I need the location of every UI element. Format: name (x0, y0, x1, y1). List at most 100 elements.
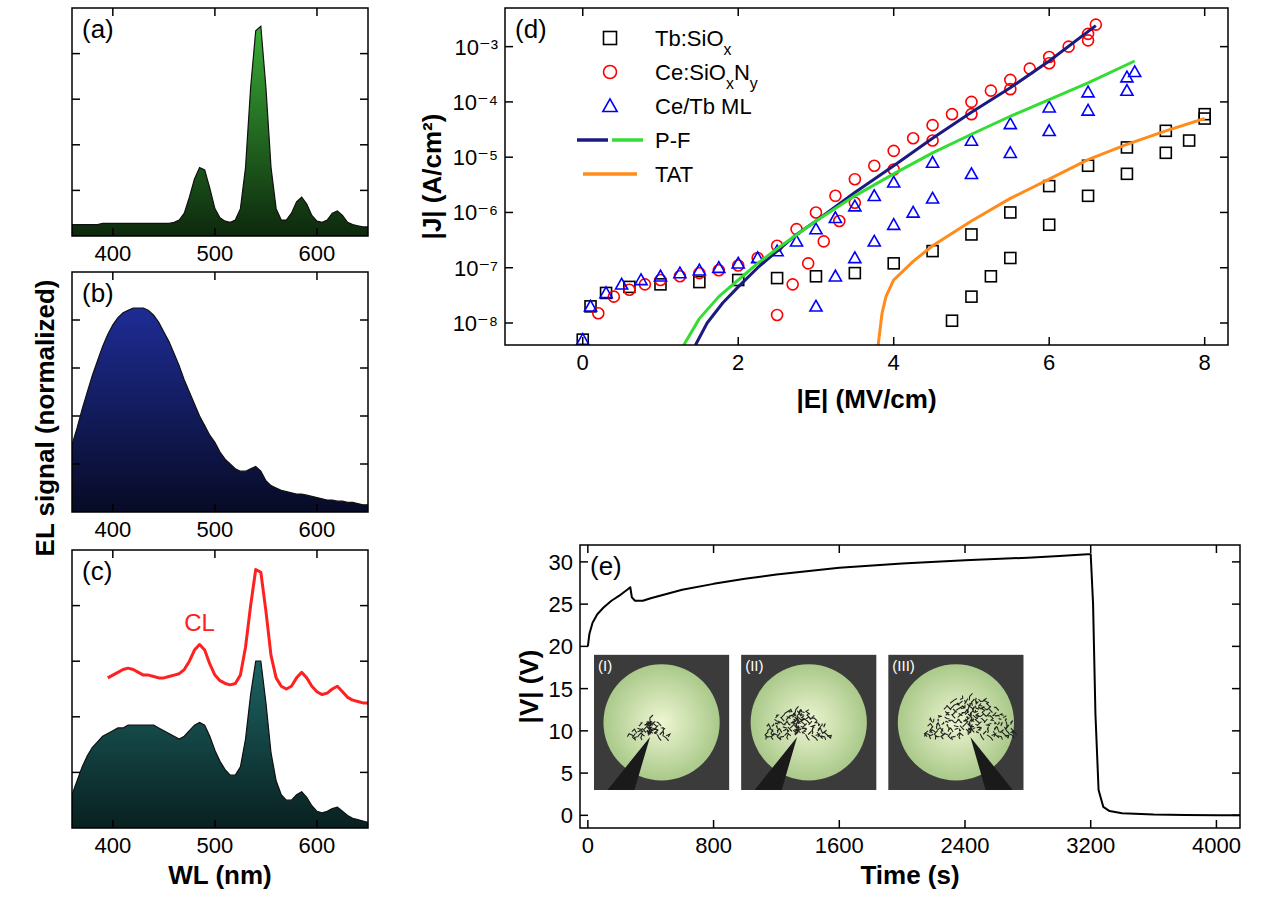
y-tick (360, 772, 368, 774)
y-tick (72, 53, 80, 55)
data-point (849, 268, 860, 279)
x-tick-label: 400 (94, 833, 131, 858)
y-tick (505, 156, 513, 158)
x-tick-label: 0 (577, 350, 589, 375)
x-tick-label: 4 (888, 350, 900, 375)
data-line (878, 119, 1205, 345)
x-tick (214, 272, 216, 280)
x-axis-title: |E| (MV/cm) (796, 384, 936, 414)
y-tick-label: 10⁻⁸ (453, 311, 498, 336)
x-tick (316, 504, 318, 512)
data-point (966, 291, 977, 302)
y-tick (360, 716, 368, 718)
data-point (713, 265, 724, 276)
data-point (1004, 147, 1016, 158)
data-point (888, 219, 900, 230)
y-tick-label: 10⁻⁷ (454, 256, 498, 281)
y-axis-title: EL signal (normalized) (30, 280, 60, 557)
data-point (584, 300, 596, 311)
panel: 0246810⁻⁸10⁻⁷10⁻⁶10⁻⁵10⁻⁴10⁻³|J| (A/cm²)… (417, 8, 1228, 414)
x-tick (582, 8, 584, 16)
data-point (803, 258, 814, 269)
data-point (947, 109, 958, 120)
x-tick (1090, 545, 1092, 553)
y-axis-title: |V| (V) (514, 650, 544, 724)
data-point (869, 160, 880, 171)
x-tick (587, 820, 589, 828)
y-tick (1220, 101, 1228, 103)
data-point (694, 268, 705, 279)
y-tick (1220, 267, 1228, 269)
x-tick-label: 600 (299, 241, 336, 266)
data-point (577, 334, 588, 345)
y-tick (72, 367, 80, 369)
y-tick (72, 605, 80, 607)
x-tick (839, 820, 841, 828)
panel-letter: (d) (515, 14, 547, 44)
x-tick (112, 504, 114, 512)
x-tick (964, 545, 966, 553)
plot-frame (505, 8, 1228, 345)
x-tick (112, 820, 114, 828)
y-tick (72, 660, 80, 662)
legend-label: TAT (655, 162, 693, 187)
y-tick (72, 772, 80, 774)
x-tick (1204, 8, 1206, 16)
plot-frame (72, 8, 368, 236)
x-tick-label: 600 (299, 517, 336, 542)
y-tick (1220, 212, 1228, 214)
y-tick (1232, 815, 1240, 817)
x-tick (713, 820, 715, 828)
x-tick (737, 337, 739, 345)
data-point (593, 308, 604, 319)
panel-letter: (a) (82, 14, 114, 44)
data-point (616, 278, 628, 289)
plot-area (577, 19, 1210, 345)
panel-letter: (b) (82, 278, 114, 308)
x-tick (1216, 820, 1218, 828)
inset-probe (755, 737, 797, 790)
y-tick (360, 98, 368, 100)
plot-area (72, 308, 368, 512)
data-point (849, 174, 860, 185)
spectrum-area (72, 26, 368, 236)
data-point (732, 257, 744, 268)
data-point (772, 309, 783, 320)
y-tick (72, 190, 80, 192)
data-point (830, 190, 841, 201)
y-tick-label: 10⁻³ (455, 35, 498, 60)
data-line (108, 569, 368, 702)
data-point (966, 96, 977, 107)
panel-letter: (c) (82, 556, 112, 586)
y-tick (360, 319, 368, 321)
y-tick-label: 10⁻⁴ (452, 90, 498, 115)
data-point (888, 258, 899, 269)
y-tick (72, 144, 80, 146)
data-point (601, 287, 612, 298)
data-point (1129, 66, 1141, 77)
y-tick (360, 144, 368, 146)
y-tick-label: 30 (549, 550, 573, 575)
y-tick (1232, 730, 1240, 732)
data-point (908, 133, 919, 144)
x-tick-label: 500 (197, 517, 234, 542)
x-tick (582, 337, 584, 345)
inset-dendrite (924, 693, 1017, 740)
y-tick (1232, 772, 1240, 774)
x-tick (737, 8, 739, 16)
y-tick (360, 53, 368, 55)
data-point (635, 274, 647, 285)
data-point (965, 168, 977, 179)
inset-label: (III) (892, 657, 915, 674)
inset-dendrite (765, 706, 831, 740)
plot-frame (580, 545, 1240, 828)
data-point (713, 262, 725, 273)
data-point (985, 85, 996, 96)
plot-frame (72, 272, 368, 512)
x-axis-title: Time (s) (860, 860, 959, 890)
y-tick (505, 267, 513, 269)
plot-frame (72, 550, 368, 828)
x-tick (316, 820, 318, 828)
legend-label: P-F (655, 128, 690, 153)
x-tick (964, 820, 966, 828)
